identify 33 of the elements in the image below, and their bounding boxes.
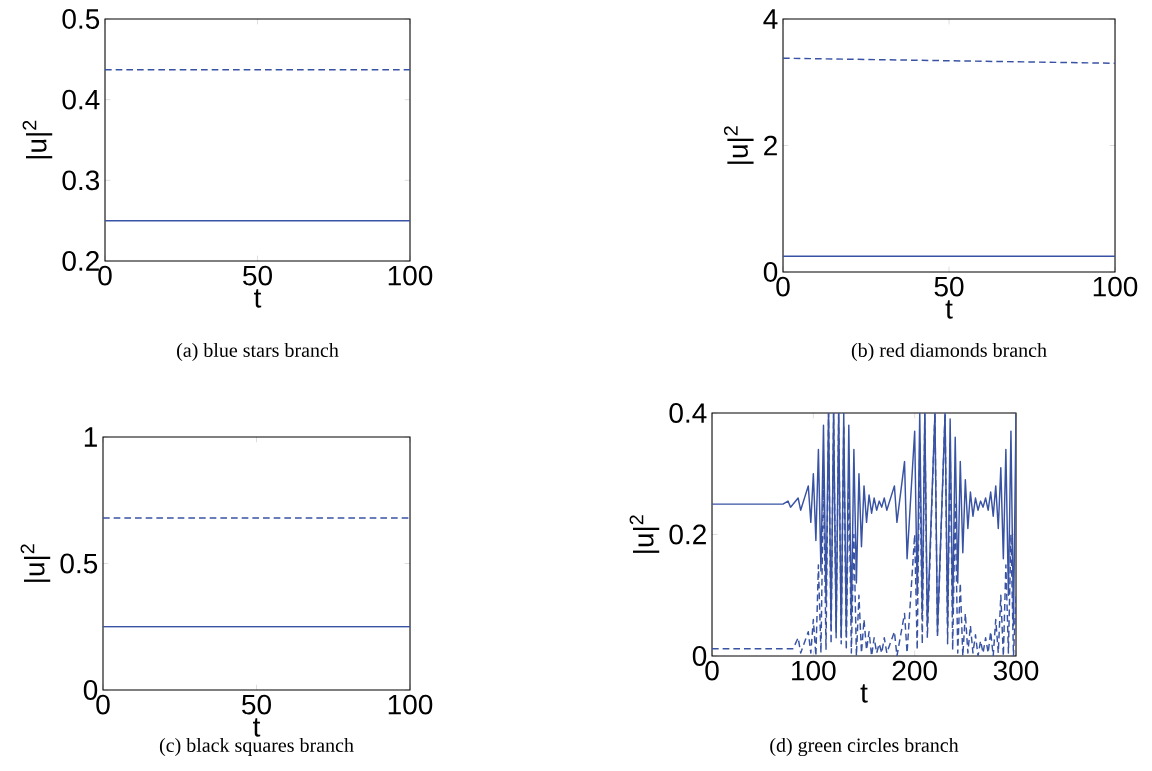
x-tick-label: 100 <box>388 694 433 715</box>
y-tick-label: 0.4 <box>62 89 100 110</box>
y-tick-label: 0.5 <box>62 9 100 29</box>
x-tick-label: 300 <box>993 660 1039 681</box>
y-tick-label: 0.5 <box>60 553 98 574</box>
y-axis-title: |u|$^{2}$ <box>20 544 51 582</box>
y-tick-label: 1 <box>84 427 97 447</box>
x-tick-label: 200 <box>892 660 937 681</box>
y-tick-label: 0 <box>83 680 98 700</box>
x-axis-title: t <box>860 684 868 703</box>
y-tick-label: 4 <box>763 9 778 29</box>
x-tick-label: 50 <box>242 694 271 715</box>
y-axis-title: |u|$^{2}$ <box>22 120 53 159</box>
x-axis-title: t <box>945 300 953 319</box>
x-tick-label: 100 <box>792 660 836 681</box>
y-tick-label: 0.2 <box>669 524 706 545</box>
x-tick-label: 100 <box>1093 276 1138 297</box>
text: (b) red diamonds branch <box>851 342 1047 362</box>
y-tick-label: 2 <box>764 135 777 156</box>
y-tick-label: 0.4 <box>669 403 707 423</box>
text: (c) black squares branch <box>159 737 354 757</box>
y-axis-title: |u|$^{2}$ <box>629 515 660 553</box>
x-axis-title: t <box>253 718 261 737</box>
x-tick-label: 100 <box>388 265 433 286</box>
x-tick-label: 50 <box>934 276 964 297</box>
x-tick-label: 50 <box>243 265 272 286</box>
text: (a) blue stars branch <box>177 342 339 362</box>
y-tick-label: 0.3 <box>62 170 100 191</box>
text: (d) green circles branch <box>770 737 959 757</box>
y-axis-title: |u|$^{2}$ <box>723 126 754 164</box>
x-axis-title: t <box>254 289 262 308</box>
y-tick-label: 0.2 <box>62 251 99 271</box>
y-tick-label: 0 <box>692 646 707 666</box>
